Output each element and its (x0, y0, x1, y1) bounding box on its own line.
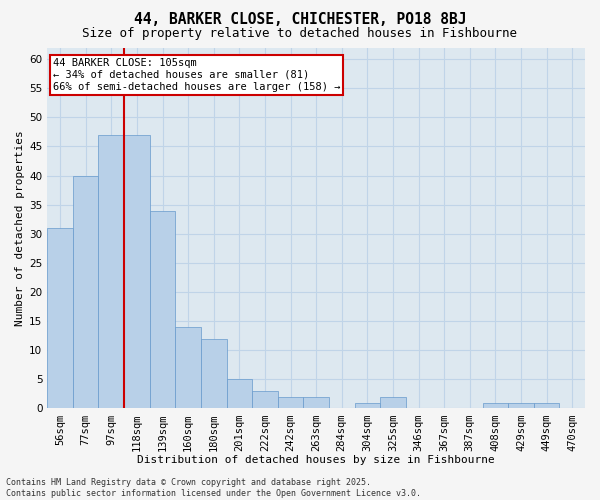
Text: 44, BARKER CLOSE, CHICHESTER, PO18 8BJ: 44, BARKER CLOSE, CHICHESTER, PO18 8BJ (134, 12, 466, 28)
Y-axis label: Number of detached properties: Number of detached properties (15, 130, 25, 326)
Bar (201, 338, 227, 408)
Bar (278, 397, 304, 408)
Bar (355, 402, 380, 408)
Bar (252, 391, 278, 408)
Bar (73, 176, 98, 408)
Text: Size of property relative to detached houses in Fishbourne: Size of property relative to detached ho… (83, 28, 517, 40)
Bar (380, 397, 406, 408)
Bar (227, 380, 252, 408)
Bar (98, 135, 124, 408)
Bar (508, 402, 534, 408)
Bar (304, 397, 329, 408)
Text: 44 BARKER CLOSE: 105sqm
← 34% of detached houses are smaller (81)
66% of semi-de: 44 BARKER CLOSE: 105sqm ← 34% of detache… (53, 58, 340, 92)
X-axis label: Distribution of detached houses by size in Fishbourne: Distribution of detached houses by size … (137, 455, 495, 465)
Bar (124, 135, 150, 408)
Bar (534, 402, 559, 408)
Bar (175, 327, 201, 408)
Bar (150, 210, 175, 408)
Text: Contains HM Land Registry data © Crown copyright and database right 2025.
Contai: Contains HM Land Registry data © Crown c… (6, 478, 421, 498)
Bar (482, 402, 508, 408)
Bar (47, 228, 73, 408)
